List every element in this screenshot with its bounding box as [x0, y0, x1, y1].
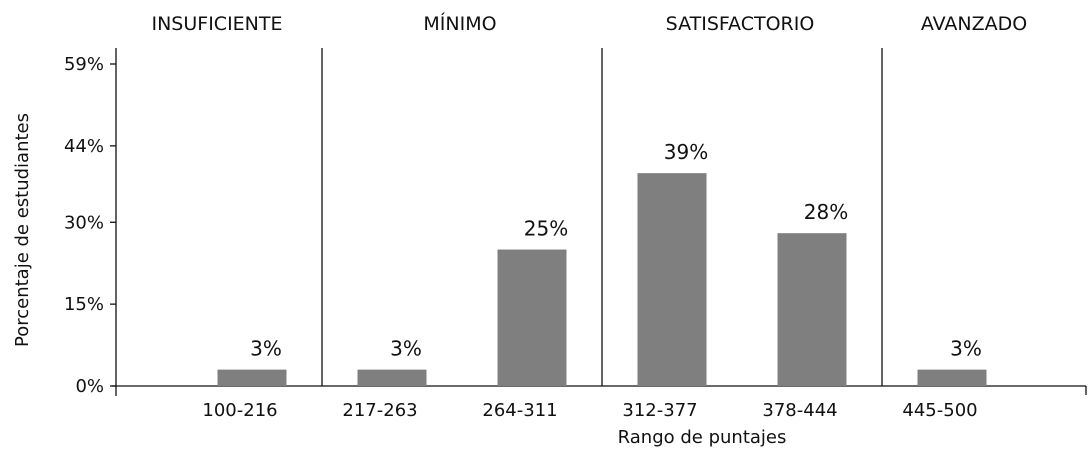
x-axis-label: Rango de puntajes [618, 427, 787, 448]
bar-value-label: 39% [664, 140, 708, 164]
bar [777, 233, 847, 386]
y-tick-label: 0% [75, 376, 104, 397]
y-tick-label: 15% [64, 294, 104, 315]
bar [357, 369, 427, 386]
bar [497, 249, 567, 386]
x-tick-label: 445-500 [902, 400, 977, 421]
x-tick-label: 312-377 [622, 400, 697, 421]
level-label: MÍNIMO [423, 12, 496, 35]
y-axis-label: Porcentaje de estudiantes [12, 113, 33, 347]
y-tick-label: 59% [64, 54, 104, 75]
bar-value-label: 25% [524, 217, 568, 241]
y-tick-label: 30% [64, 212, 104, 233]
x-tick-label: 217-263 [342, 400, 417, 421]
level-label: AVANZADO [921, 13, 1027, 35]
bar [637, 173, 707, 386]
bar-value-label: 28% [804, 200, 848, 224]
x-tick-label: 100-216 [202, 400, 277, 421]
level-label: INSUFICIENTE [151, 13, 282, 35]
x-tick-label: 378-444 [762, 400, 837, 421]
bar [917, 369, 987, 386]
y-tick-label: 44% [64, 136, 104, 157]
bar-value-label: 3% [250, 337, 282, 361]
level-label: SATISFACTORIO [666, 13, 815, 35]
bar-value-label: 3% [950, 337, 982, 361]
plot-area: 0% 15% 30% 44% 59% 3% 100-216 3% 217-263 25% 264-3… [64, 12, 1087, 421]
bar [217, 369, 287, 386]
x-tick-label: 264-311 [482, 400, 557, 421]
bar-value-label: 3% [390, 337, 422, 361]
